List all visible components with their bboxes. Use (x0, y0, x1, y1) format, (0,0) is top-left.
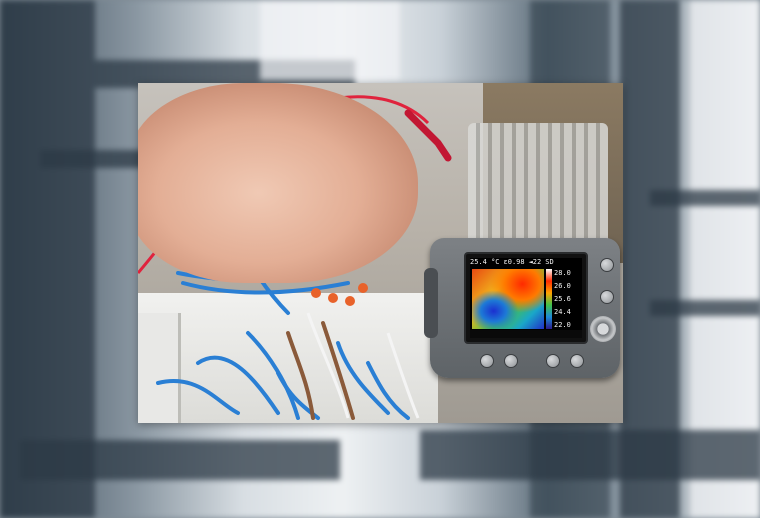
cabinet-door (138, 313, 181, 423)
camera-side-button (600, 290, 614, 304)
temperature-color-scale (546, 269, 552, 329)
navigation-pad (590, 316, 616, 342)
temperature-readout: 25.4 °C (470, 258, 500, 266)
scale-label: 28.0 (554, 269, 571, 277)
scale-label: 26.0 (554, 282, 571, 290)
hand-with-probe (138, 83, 418, 283)
temperature-scale-labels: 28.0 26.0 25.6 24.4 22.0 (554, 269, 582, 329)
camera-button-4 (570, 354, 584, 368)
camera-button-3 (546, 354, 560, 368)
camera-screen-frame: 25.4 °C ε0.98 ◄22 SD 28.0 26.0 25.6 24.4 22… (464, 252, 588, 344)
scale-label: 22.0 (554, 321, 571, 329)
thermal-display: 25.4 °C ε0.98 ◄22 SD 28.0 26.0 25.6 24.4 22… (470, 258, 582, 338)
scale-label: 24.4 (554, 308, 571, 316)
thermal-heatmap-image (472, 269, 544, 329)
thermal-status-bar: 25.4 °C ε0.98 ◄22 SD (470, 258, 582, 267)
thermal-imaging-camera: 25.4 °C ε0.98 ◄22 SD 28.0 26.0 25.6 24.4 22… (424, 238, 620, 378)
camera-button-2 (504, 354, 518, 368)
range-readout: ◄22 (528, 258, 542, 266)
screen-softkey-bar (470, 330, 582, 338)
scale-label: 25.6 (554, 295, 571, 303)
sd-card-indicator: SD (545, 258, 554, 266)
emissivity-readout: ε0.98 (503, 258, 525, 266)
camera-top-button (600, 258, 614, 272)
camera-button-1 (480, 354, 494, 368)
camera-grip (424, 268, 438, 338)
